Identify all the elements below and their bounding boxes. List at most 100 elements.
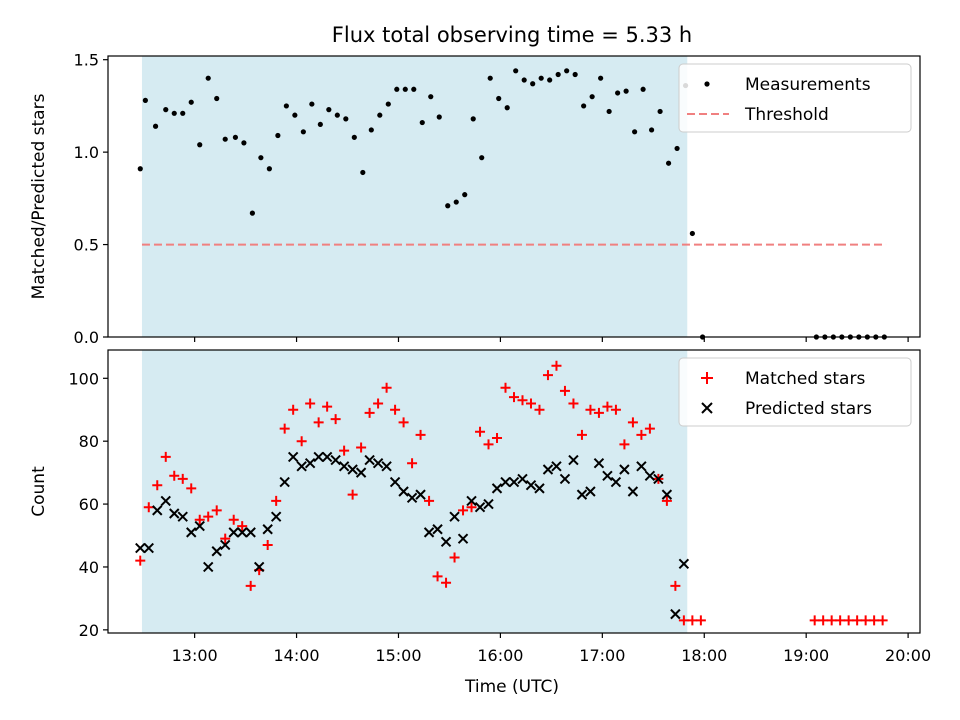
predicted-star-point (415, 489, 426, 500)
measurement-point (632, 129, 638, 135)
measurement-point (504, 105, 510, 111)
predicted-star-point (551, 461, 562, 472)
x-tick-label: 18:00 (681, 646, 727, 665)
predicted-star-point (186, 527, 197, 538)
predicted-star-point (576, 489, 588, 500)
matched-star-point (177, 473, 188, 484)
x-tick-label: 14:00 (274, 646, 320, 665)
y-tick-label: 1.5 (74, 51, 99, 70)
legend: Matched stars Predicted stars (678, 357, 912, 427)
measurement-point (589, 94, 595, 100)
measurement-point (180, 110, 186, 116)
legend-matched-marker (701, 372, 713, 384)
matched-star-point (492, 433, 503, 444)
x-axis-label: Time (UTC) (464, 677, 559, 697)
predicted-star-point (534, 483, 545, 494)
matched-star-point (347, 489, 358, 500)
matched-star-point (322, 401, 333, 412)
observing-span (141, 350, 688, 633)
matched-star-point (390, 404, 401, 415)
measurement-point (163, 107, 169, 113)
legend-label: Predicted stars (745, 399, 872, 419)
matched-star-point (843, 615, 854, 626)
measurement-point (188, 99, 194, 105)
matched-star-point (670, 580, 681, 591)
predicted-star-point (653, 473, 664, 485)
measurement-point (334, 112, 340, 118)
predicted-star-point (610, 476, 622, 488)
matched-star-point (576, 429, 587, 440)
measurement-point (241, 140, 247, 146)
measurement-point (351, 134, 357, 140)
predicted-star-point (585, 486, 596, 497)
measurement-point (538, 75, 544, 81)
matched-star-point (687, 615, 698, 626)
matched-star-point (381, 382, 392, 393)
matched-star-point (475, 426, 486, 437)
matched-star-point (228, 514, 239, 525)
measurement-point (368, 127, 374, 133)
measurement-point (411, 86, 417, 92)
matched-star-point (466, 502, 477, 513)
x-tick-label: 19:00 (783, 646, 829, 665)
measurement-point (530, 81, 536, 87)
matched-star-point (678, 615, 689, 626)
axes-frame (107, 349, 921, 634)
predicted-star-point (194, 520, 205, 532)
matched-star-point (869, 615, 880, 626)
measurement-point (428, 94, 434, 100)
y-tick-label: 0.0 (74, 328, 99, 347)
predicted-star-point (372, 457, 384, 469)
predicted-star-point (466, 495, 477, 507)
matched-star-point (644, 423, 655, 434)
matched-star-point (593, 407, 604, 418)
y-tick-label: 40 (79, 558, 99, 577)
predicted-star-point (432, 524, 443, 535)
measurement-point (547, 77, 553, 83)
x-tick-label: 15:00 (375, 646, 421, 665)
y-tick-label: 100 (68, 369, 99, 388)
matched-star-point (525, 398, 536, 409)
matched-star-point (826, 615, 837, 626)
matched-star-point (398, 417, 409, 428)
matched-star-point (135, 555, 146, 566)
measurement-point (292, 112, 298, 118)
measurement-point (300, 129, 306, 135)
measurement-point (436, 114, 442, 120)
measurement-point (555, 71, 561, 78)
predicted-star-point (457, 533, 469, 544)
matched-star-point (143, 502, 154, 513)
matched-star-point (483, 439, 494, 450)
predicted-star-point (423, 527, 435, 538)
y-tick-label: 1.0 (74, 143, 99, 162)
predicted-star-point (491, 483, 503, 494)
measurement-point (402, 86, 408, 92)
measurement-point (385, 101, 391, 107)
predicted-star-point (321, 451, 333, 463)
measurement-point (419, 119, 425, 126)
matched-star-point (262, 539, 273, 550)
measurement-point (453, 199, 459, 205)
predicted-star-point (296, 461, 307, 472)
predicted-star-point (474, 502, 486, 513)
measurement-point (564, 68, 570, 74)
legend: Measurements Threshold (678, 63, 912, 133)
predicted-star-point (500, 476, 511, 488)
matched-star-point (809, 615, 820, 626)
matched-star-point (313, 417, 324, 428)
measurement-point (394, 86, 400, 92)
measurement-point (487, 75, 493, 81)
matched-star-point (271, 495, 282, 506)
matched-star-point (852, 615, 863, 626)
matched-star-point (237, 521, 248, 532)
measurement-point (343, 116, 349, 122)
measurement-point (171, 110, 177, 116)
matched-star-point (534, 404, 545, 415)
legend-predicted-marker (701, 402, 713, 414)
measurement-point (214, 95, 220, 102)
matched-star-point (245, 580, 256, 591)
measurement-point (496, 95, 502, 102)
predicted-star-point (644, 470, 656, 481)
measurement-point (152, 123, 159, 129)
matched-star-point (194, 514, 205, 525)
